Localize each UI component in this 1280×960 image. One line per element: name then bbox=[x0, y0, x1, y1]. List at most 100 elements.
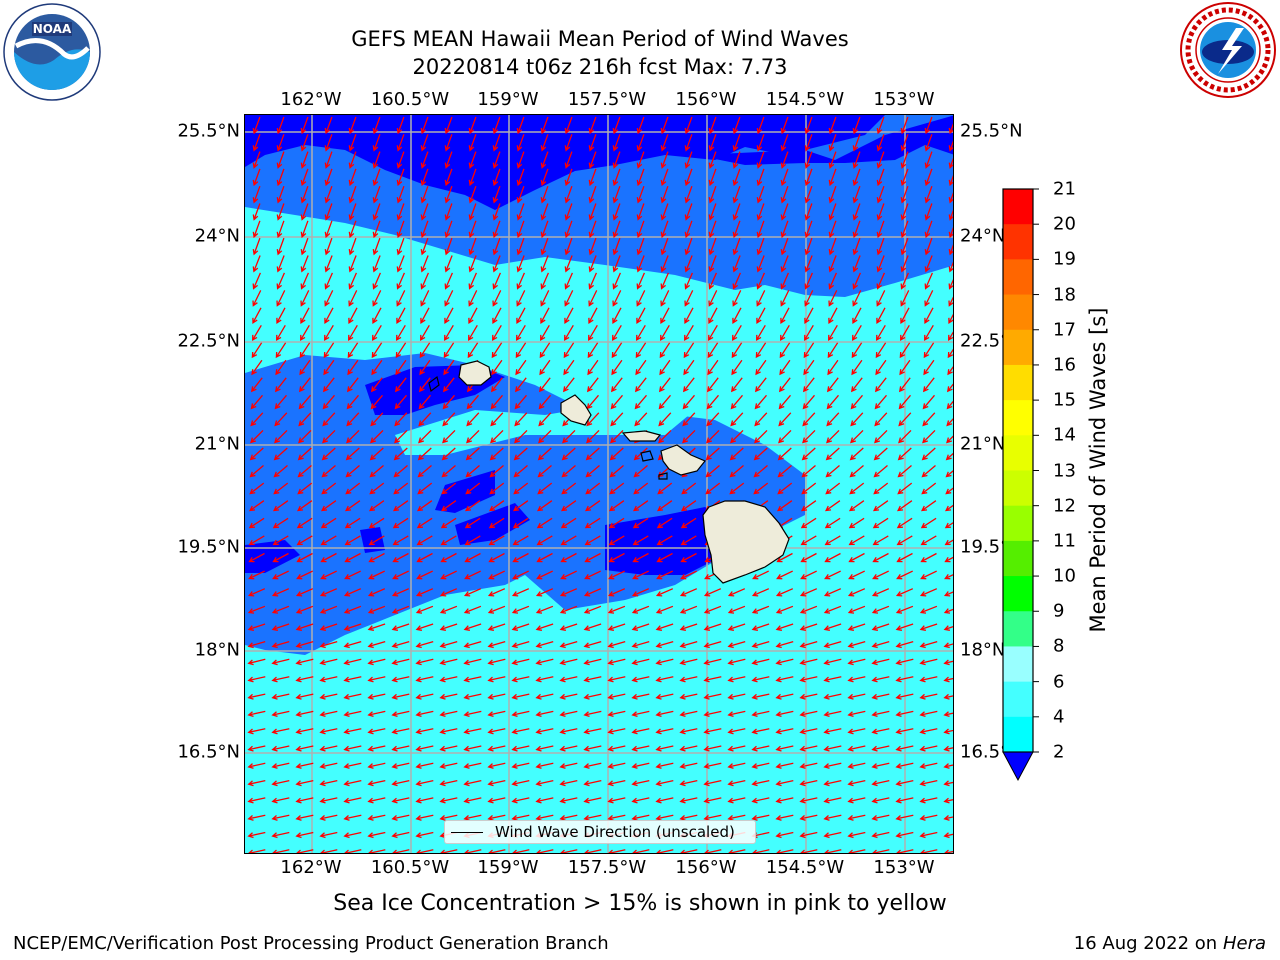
wave-direction-arrow bbox=[372, 168, 381, 187]
wave-direction-arrow bbox=[679, 710, 698, 718]
wave-direction-arrow bbox=[780, 307, 790, 324]
wave-direction-arrow bbox=[559, 588, 578, 597]
wave-direction-arrow bbox=[874, 412, 888, 427]
wave-direction-arrow bbox=[391, 623, 410, 631]
wave-direction-arrow bbox=[487, 728, 506, 735]
wave-direction-arrow bbox=[324, 168, 333, 187]
colorbar-tick-label: 9 bbox=[1053, 600, 1065, 622]
wave-direction-arrow bbox=[852, 324, 862, 342]
wave-direction-arrow bbox=[703, 779, 722, 787]
wave-direction-arrow bbox=[513, 447, 528, 461]
wave-direction-arrow bbox=[947, 348, 953, 359]
wave-direction-arrow bbox=[511, 779, 530, 787]
wave-direction-arrow bbox=[319, 623, 338, 631]
wave-direction-arrow bbox=[463, 762, 482, 769]
wave-direction-arrow bbox=[415, 728, 434, 735]
wave-direction-arrow bbox=[659, 342, 671, 359]
wave-direction-arrow bbox=[924, 203, 933, 221]
wave-direction-arrow bbox=[392, 552, 409, 563]
wave-direction-arrow bbox=[420, 324, 430, 342]
credit-date: 16 Aug 2022 on bbox=[1073, 933, 1218, 954]
wave-direction-arrow bbox=[588, 220, 597, 239]
wave-direction-arrow bbox=[343, 710, 362, 718]
credit-host: Hera bbox=[1222, 933, 1266, 954]
x-tick-top-6: 153°W bbox=[873, 89, 935, 110]
wave-direction-arrow bbox=[874, 429, 888, 444]
island-kahoolawe bbox=[658, 472, 668, 480]
x-tick-bottom-4: 156°W bbox=[675, 857, 737, 878]
wave-direction-arrow bbox=[895, 658, 914, 666]
wave-direction-arrow bbox=[708, 203, 717, 221]
wave-direction-arrow bbox=[632, 535, 649, 546]
wave-direction-arrow bbox=[467, 342, 479, 359]
wave-direction-arrow bbox=[732, 185, 741, 204]
wave-direction-arrow bbox=[368, 517, 385, 529]
wave-direction-arrow bbox=[276, 203, 285, 221]
wave-direction-arrow bbox=[415, 797, 434, 804]
wave-direction-arrow bbox=[295, 728, 314, 735]
wave-direction-arrow bbox=[871, 658, 890, 666]
wave-direction-arrow bbox=[876, 203, 885, 221]
wave-direction-arrow bbox=[540, 324, 550, 342]
wave-direction-arrow bbox=[276, 237, 285, 256]
wave-direction-arrow bbox=[439, 814, 458, 821]
wave-direction-arrow bbox=[876, 185, 885, 204]
x-tick-top-1: 160.5°W bbox=[370, 89, 450, 110]
wave-direction-arrow bbox=[512, 570, 529, 580]
wave-direction-arrow bbox=[540, 237, 549, 256]
wave-direction-arrow bbox=[440, 517, 457, 529]
wave-direction-arrow bbox=[271, 623, 290, 631]
wave-direction-arrow bbox=[391, 676, 410, 683]
wave-direction-arrow bbox=[900, 290, 910, 307]
wave-direction-arrow bbox=[751, 658, 770, 666]
wave-direction-arrow bbox=[852, 220, 861, 239]
wave-direction-arrow bbox=[871, 710, 890, 718]
wave-direction-arrow bbox=[799, 693, 818, 700]
wave-direction-arrow bbox=[895, 693, 914, 700]
wave-direction-arrow bbox=[540, 116, 549, 135]
wave-direction-arrow bbox=[396, 116, 405, 135]
x-tick-top-5: 154.5°W bbox=[765, 89, 845, 110]
wave-direction-arrow bbox=[943, 728, 953, 735]
wave-direction-arrow bbox=[754, 394, 767, 410]
wave-direction-arrow bbox=[684, 203, 693, 221]
wave-direction-arrow bbox=[535, 588, 554, 597]
wave-direction-arrow bbox=[442, 412, 456, 427]
wave-direction-arrow bbox=[847, 693, 866, 700]
wave-direction-arrow bbox=[679, 745, 698, 752]
wave-direction-arrow bbox=[871, 623, 890, 631]
wave-direction-arrow bbox=[559, 640, 578, 649]
wave-direction-arrow bbox=[487, 797, 506, 804]
wave-direction-arrow bbox=[538, 412, 552, 427]
wave-direction-arrow bbox=[756, 255, 765, 273]
wave-direction-arrow bbox=[871, 588, 890, 597]
wave-direction-arrow bbox=[631, 814, 650, 821]
wave-direction-arrow bbox=[631, 797, 650, 804]
wave-direction-arrow bbox=[561, 465, 576, 478]
wave-direction-arrow bbox=[849, 447, 864, 461]
wave-direction-arrow bbox=[756, 290, 766, 307]
wave-direction-arrow bbox=[754, 412, 768, 427]
wave-direction-arrow bbox=[871, 605, 890, 614]
wave-direction-arrow bbox=[924, 220, 933, 239]
wave-direction-arrow bbox=[252, 220, 261, 239]
wave-direction-arrow bbox=[874, 377, 887, 393]
wave-direction-arrow bbox=[847, 728, 866, 735]
wave-direction-arrow bbox=[300, 324, 310, 342]
wave-direction-arrow bbox=[536, 500, 553, 512]
wave-direction-arrow bbox=[324, 203, 333, 221]
wave-direction-arrow bbox=[319, 831, 338, 839]
wave-direction-arrow bbox=[490, 429, 504, 444]
wave-direction-arrow bbox=[442, 429, 456, 444]
wave-direction-arrow bbox=[727, 797, 746, 804]
wave-direction-arrow bbox=[636, 151, 645, 169]
wave-direction-arrow bbox=[348, 185, 357, 204]
wave-direction-arrow bbox=[679, 797, 698, 804]
wave-direction-arrow bbox=[799, 797, 818, 804]
wave-direction-arrow bbox=[631, 588, 650, 597]
wave-direction-arrow bbox=[684, 237, 693, 256]
wave-direction-arrow bbox=[492, 272, 501, 290]
wave-direction-arrow bbox=[875, 359, 887, 376]
wave-direction-arrow bbox=[775, 710, 794, 718]
wave-direction-arrow bbox=[847, 658, 866, 666]
